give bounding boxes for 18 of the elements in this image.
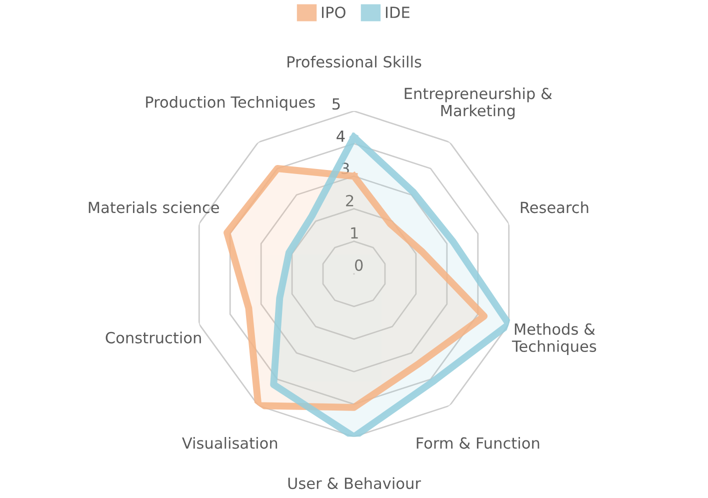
y-tick-label: 4 [336,130,345,142]
spoke-label: Methods & Techniques [512,323,596,355]
spoke-label: Construction [106,332,201,344]
spoke-label: Materials science [88,201,219,214]
spoke-label: Form & Function [416,437,540,449]
y-tick-label: 1 [351,227,358,238]
spoke-label: Visualisation [182,437,278,449]
spoke-label: Entrepreneurship & Marketing [404,87,552,120]
y-tick-label: 5 [332,98,340,110]
y-tick-label: 2 [346,194,354,206]
y-tick-label: 0 [355,259,363,271]
y-tick-label: 3 [342,162,349,174]
spoke-label: User & Behaviour [288,477,421,490]
spoke-label: Professional Skills [288,56,422,68]
legend-label: IDE [386,6,410,18]
spoke-label: Production Techniques [146,96,315,111]
legend-label: IPO [322,6,346,18]
spoke-label: Research [520,201,588,214]
